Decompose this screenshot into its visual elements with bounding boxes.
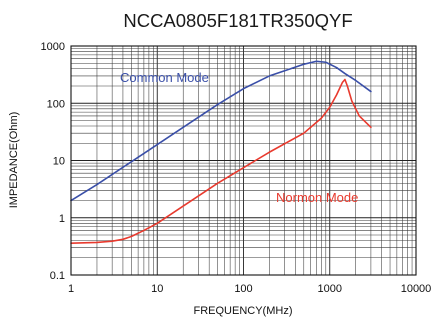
x-tick-label: 1000 <box>318 283 342 295</box>
series-line-normon-mode <box>70 78 372 244</box>
plot-frame <box>70 45 417 276</box>
y-tick-label: 1000 <box>41 41 65 53</box>
y-tick-label: 10 <box>53 156 65 168</box>
x-axis-label: FREQUENCY(MHz) <box>194 305 293 317</box>
chart-title: NCCA0805F181TR350QYF <box>123 10 352 31</box>
series-label-normon-mode: Normon Mode <box>276 190 358 205</box>
x-tick-label: 10 <box>151 283 163 295</box>
y-tick-label: 100 <box>47 98 65 110</box>
series-lines <box>70 60 372 244</box>
series-line-common-mode <box>70 60 372 202</box>
y-tick-label: 1 <box>59 213 65 225</box>
y-axis-label: IMPEDANCE(Ohm) <box>8 112 20 209</box>
y-tick-label: 0.1 <box>50 270 65 282</box>
x-tick-label: 10000 <box>401 283 432 295</box>
series-label-common-mode: Common Mode <box>120 70 209 85</box>
grid <box>70 46 416 276</box>
x-tick-label: 100 <box>234 283 252 295</box>
x-tick-label: 1 <box>68 283 74 295</box>
